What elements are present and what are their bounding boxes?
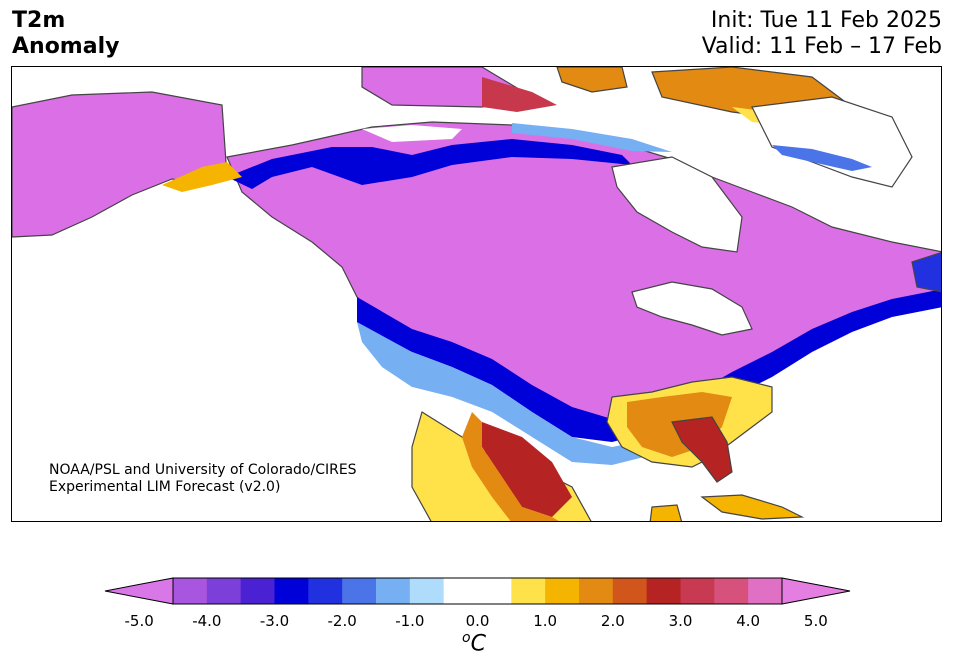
colorbar-cell (477, 578, 512, 604)
colorbar-cell (612, 578, 648, 604)
region-arctic-north1 (556, 67, 628, 93)
region-hudson-bay (611, 156, 743, 253)
colorbar-cell (646, 578, 681, 604)
colorbar-cell (376, 578, 411, 604)
colorbar-tick-label: 2.0 (600, 612, 625, 630)
region-newfoundland (911, 252, 941, 293)
colorbar-cell (579, 578, 614, 604)
colorbar-cell (680, 578, 715, 604)
region-cuba (700, 494, 805, 520)
colorbar-unit: oC (462, 630, 486, 656)
colorbar (104, 577, 851, 605)
credit-text: NOAA/PSL and University of Colorado/CIRE… (49, 462, 357, 496)
colorbar-tick-label: 4.0 (736, 612, 761, 630)
region-florida (671, 416, 733, 483)
init-date: Init: Tue 11 Feb 2025 (710, 8, 942, 33)
colorbar-cell (173, 578, 208, 604)
region-yucatan (649, 504, 683, 521)
region-warm-band-north (162, 162, 242, 192)
colorbar-cells (173, 578, 783, 604)
plot-title: T2m Anomaly (12, 8, 119, 60)
colorbar-tick-label: 3.0 (668, 612, 693, 630)
colorbar-tick-label: 0.0 (465, 612, 490, 630)
colorbar-cell (714, 578, 749, 604)
credit-line-2: Experimental LIM Forecast (v2.0) (49, 479, 281, 495)
region-great-lakes (631, 281, 753, 336)
colorbar-outline (172, 577, 783, 605)
colorbar-extend-left (104, 577, 174, 605)
valid-dates: Valid: 11 Feb – 17 Feb (701, 34, 942, 59)
colorbar-cell (545, 578, 580, 604)
region-cold-band-north (227, 139, 632, 189)
colorbar-cell (342, 578, 377, 604)
region-mexico-orange (462, 412, 559, 521)
anomaly-map-graphic (12, 67, 941, 521)
region-lightblue-north (512, 123, 672, 152)
colorbar-tick-label: -5.0 (124, 612, 154, 630)
colorbar-tick-label: -1.0 (395, 612, 425, 630)
unit-superscript: o (462, 630, 471, 646)
colorbar-tick-label: 5.0 (803, 612, 828, 630)
colorbar-cell (240, 578, 275, 604)
region-greenland-blue (772, 145, 872, 171)
colorbar-tick-label: -2.0 (327, 612, 357, 630)
colorbar-cell (409, 578, 445, 604)
colorbar-tick-label: -3.0 (259, 612, 290, 630)
region-arctic-red (482, 77, 557, 112)
colorbar-cell (443, 578, 478, 604)
colorbar-cell (308, 578, 343, 604)
colorbar-cell (206, 578, 242, 604)
colorbar-cell (274, 578, 309, 604)
forecast-dates: Init: Tue 11 Feb 2025 Valid: 11 Feb – 17… (702, 8, 942, 60)
colorbar-tick-label: -4.0 (192, 612, 222, 630)
colorbar-extend-right (781, 577, 851, 605)
anomaly-map: NOAA/PSL and University of Colorado/CIRE… (11, 66, 942, 522)
colorbar-tick-label: 1.0 (533, 612, 558, 630)
region-mexico-red (482, 422, 572, 517)
credit-line-1: NOAA/PSL and University of Colorado/CIRE… (49, 462, 357, 478)
colorbar-cell (511, 578, 546, 604)
title-line-1: T2m (12, 8, 66, 33)
colorbar-cell (748, 578, 783, 604)
title-line-2: Anomaly (12, 34, 120, 59)
region-cold-belt-light (357, 322, 772, 465)
unit-letter: C (470, 631, 486, 657)
region-white-patch-north (362, 125, 462, 142)
